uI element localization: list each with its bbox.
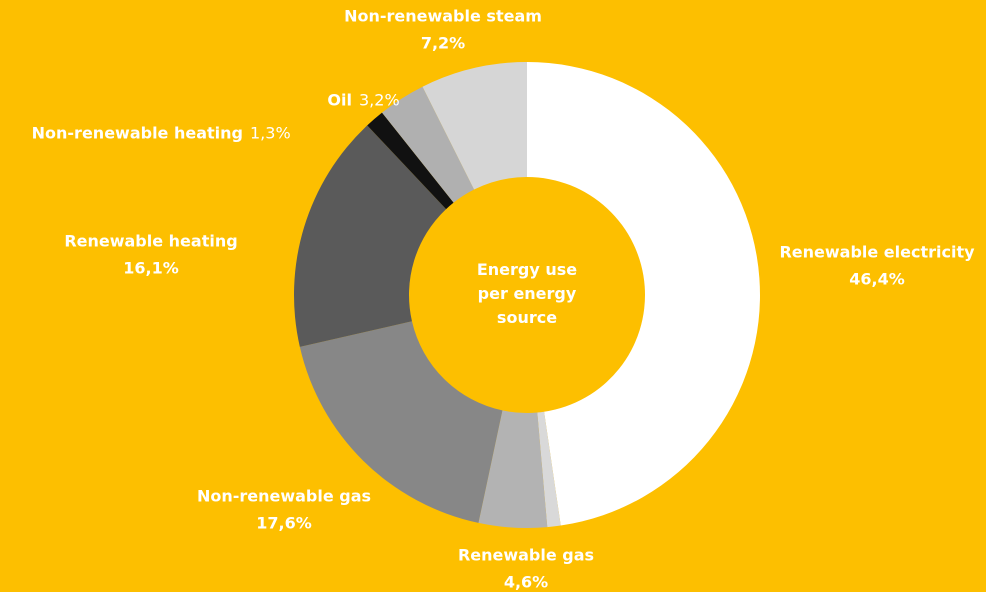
slice-value-label: 46,4% (849, 270, 905, 289)
donut-slice (299, 321, 503, 523)
slice-label: Non-renewable gas (197, 487, 371, 506)
slice-label: Renewable gas (458, 546, 594, 565)
slice-value-label: 1,3% (250, 124, 291, 143)
donut-slice (294, 125, 447, 347)
slice-label: Renewable heating (64, 232, 237, 251)
donut-slice (527, 62, 760, 526)
slice-label: Non-renewable heating (32, 124, 243, 143)
slice-value-label: 3,2% (359, 91, 400, 110)
donut-slice (537, 411, 561, 528)
donut-slice (478, 410, 548, 528)
center-label: Energy use per energy source (476, 260, 578, 327)
donut-slice (422, 62, 527, 190)
slice-value-label: 17,6% (256, 514, 312, 533)
slice-value-label: 16,1% (123, 259, 179, 278)
slice-value-label: 7,2% (421, 34, 465, 53)
slice-value-label: 4,6% (504, 573, 548, 592)
slice-label: Renewable electricity (779, 243, 975, 262)
donut-slice (367, 112, 454, 210)
slice-label: Oil (327, 91, 352, 110)
donut-slice (382, 86, 475, 203)
slice-label: Non-renewable steam (344, 7, 542, 26)
